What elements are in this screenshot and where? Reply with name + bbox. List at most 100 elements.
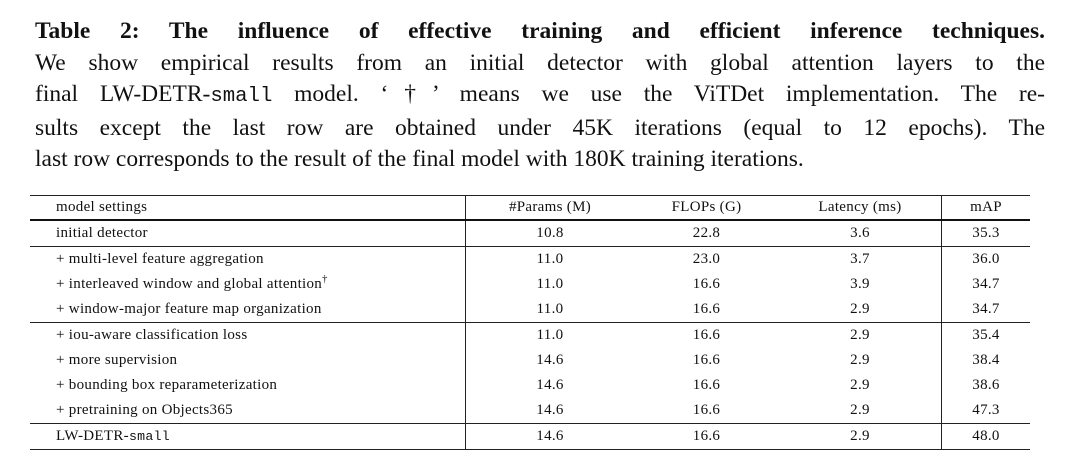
caption: Table 2: The influence of effective trai…	[35, 16, 1045, 176]
table-row: + iou-aware classification loss 11.0 16.6 2…	[30, 322, 1031, 349]
value-cell: 35.4	[942, 323, 1031, 349]
value-cell: 23.0	[634, 247, 779, 273]
cell-text: LW-DETR-	[56, 428, 129, 444]
column-header: #Params (M)	[465, 195, 634, 221]
footnote-mark: †	[322, 274, 328, 285]
cell-text: 16.6	[692, 276, 721, 292]
cell-text: 2.9	[850, 352, 870, 368]
cell-text: + bounding box reparameterization	[56, 377, 278, 393]
caption-line: last row corresponds to the result of th…	[35, 144, 1045, 176]
value-cell: 34.7	[941, 297, 1030, 323]
value-cell: 35.3	[941, 220, 1030, 247]
cell-text: 14.6	[536, 377, 564, 393]
cell-text: 36.0	[972, 251, 1000, 267]
value-cell: 14.6	[466, 348, 635, 373]
header-row: model settings #Params (M) FLOPs (G) Latenc…	[30, 195, 1030, 221]
cell-text: 38.4	[972, 352, 1000, 368]
column-header: Latency (ms)	[779, 195, 942, 221]
cell-text: 34.7	[972, 301, 1000, 317]
cell-text: 2.9	[850, 301, 870, 317]
cell-text: 16.6	[692, 352, 721, 368]
cell-code: small	[128, 429, 171, 444]
value-cell: 11.0	[466, 272, 635, 297]
caption-line: final LW-DETR-small model. ‘†’ means we …	[35, 79, 1045, 113]
cell-text: 16.6	[692, 301, 721, 317]
cell-text: 2.9	[850, 402, 870, 418]
value-cell: 16.6	[634, 272, 779, 297]
value-cell: 11.0	[466, 323, 635, 349]
caption-line: sults except the last row are obtained u…	[35, 113, 1045, 145]
cell-text: + pretraining on Objects365	[56, 402, 233, 418]
caption-text: last row corresponds to the result of th…	[35, 146, 804, 172]
caption-text: final LW-DETR-	[35, 81, 211, 107]
value-cell: 3.9	[779, 272, 942, 297]
caption-line: We show empirical results from an initia…	[35, 48, 1045, 80]
caption-text: sults except the last row are obtained u…	[35, 114, 1045, 141]
cell-text: 11.0	[536, 327, 564, 343]
cell-text: 38.6	[972, 377, 1000, 393]
value-cell: 16.6	[634, 348, 779, 373]
cell-text: 14.6	[536, 352, 564, 368]
table-row: + pretraining on Objects365 14.6 16.6 2.9 47…	[30, 398, 1030, 424]
value-cell: 14.6	[465, 398, 634, 424]
table-row: + interleaved window and global attentio…	[30, 272, 1030, 297]
cell-text: 11.0	[536, 276, 564, 292]
cell-text: 23.0	[692, 251, 721, 267]
cell-text: 2.9	[850, 327, 870, 343]
value-cell: 2.9	[779, 348, 942, 373]
cell-text: + multi-level feature aggregation	[56, 251, 264, 267]
value-cell: 16.6	[634, 423, 779, 450]
setting-cell: + pretraining on Objects365	[30, 398, 466, 424]
cell-text: 14.6	[536, 402, 564, 418]
value-cell: 14.6	[465, 423, 634, 450]
cell-text: 35.3	[972, 225, 1000, 241]
value-cell: 16.6	[634, 323, 779, 349]
value-cell: 48.0	[941, 423, 1030, 450]
value-cell: 2.9	[779, 322, 942, 348]
value-cell: 3.7	[779, 246, 942, 272]
results-table: model settings #Params (M) FLOPs (G) Latenc…	[30, 195, 1030, 450]
cell-text: 3.6	[850, 225, 870, 241]
value-cell: 3.6	[779, 220, 942, 247]
value-cell: 11.0	[465, 297, 634, 323]
value-cell: 34.7	[942, 272, 1031, 297]
table-row: + window-major feature map organization 1…	[30, 297, 1030, 323]
cell-text: 48.0	[972, 428, 1000, 444]
value-cell: 14.6	[466, 373, 635, 398]
value-cell: 16.6	[634, 398, 779, 424]
setting-cell: + more supervision	[30, 348, 466, 373]
setting-cell: initial detector	[30, 220, 466, 247]
setting-cell: + window-major feature map organization	[30, 297, 466, 323]
setting-cell: + bounding box reparameterization	[30, 373, 466, 398]
cell-text: + window-major feature map organization	[56, 301, 322, 317]
cell-text: + more supervision	[56, 352, 178, 368]
table-row: LW-DETR-small 14.6 16.6 2.9 48.0	[30, 423, 1030, 450]
setting-cell: + interleaved window and global attentio…	[30, 272, 466, 297]
cell-text: + interleaved window and global attentio…	[56, 276, 323, 292]
cell-text: 3.9	[850, 276, 870, 292]
setting-cell: + iou-aware classification loss	[30, 322, 466, 348]
table-row: + more supervision 14.6 16.6 2.9 38.4	[30, 348, 1030, 373]
table-row: + bounding box reparameterization 14.6 16.…	[30, 373, 1030, 398]
setting-cell: LW-DETR-small	[30, 423, 466, 450]
caption-title: Table 2: The influence of effective trai…	[35, 18, 1045, 44]
cell-text: + iou-aware classification loss	[56, 327, 248, 343]
cell-text: 35.4	[972, 327, 1000, 343]
cell-text: 3.7	[850, 251, 870, 267]
cell-text: 14.6	[536, 428, 564, 444]
value-cell: 38.4	[942, 348, 1031, 373]
cell-text: 16.6	[692, 327, 721, 343]
caption-text: We show empirical results from an initia…	[35, 49, 1045, 76]
cell-text: 11.0	[536, 251, 564, 267]
cell-text: 2.9	[850, 377, 870, 393]
column-header: model settings	[30, 195, 466, 221]
setting-cell: + multi-level feature aggregation	[30, 246, 466, 272]
value-cell: 22.8	[634, 220, 779, 247]
cell-text: 16.6	[692, 402, 721, 418]
value-cell: 38.6	[942, 373, 1031, 398]
cell-text: 34.7	[972, 276, 1000, 292]
table-row: + multi-level feature aggregation 11.0 23.…	[30, 246, 1030, 273]
table-body: initial detector 10.8 22.8 3.6 35.3 + multi-l…	[30, 220, 1030, 450]
cell-text: 47.3	[972, 402, 1000, 418]
